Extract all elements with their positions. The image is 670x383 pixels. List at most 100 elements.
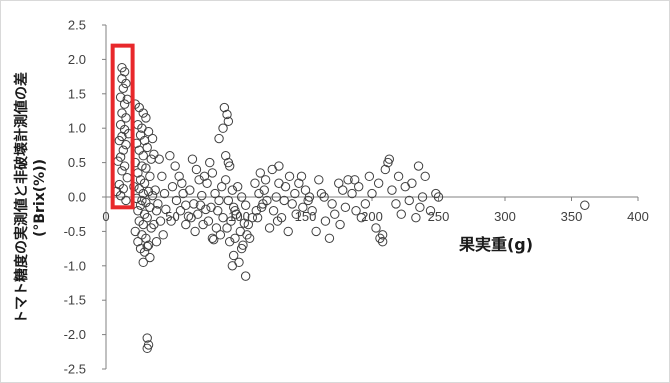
y-tick-label: -2.5 bbox=[64, 362, 86, 377]
data-point bbox=[138, 219, 148, 230]
data-point bbox=[240, 200, 251, 210]
data-point bbox=[141, 163, 151, 173]
data-point bbox=[119, 99, 130, 109]
data-point bbox=[351, 206, 361, 216]
data-point bbox=[350, 175, 360, 185]
data-point bbox=[153, 199, 163, 209]
x-axis-ticks: 0 50 100 150 200 250 300 350 400 bbox=[102, 197, 649, 224]
data-point bbox=[146, 223, 156, 233]
data-point bbox=[240, 271, 251, 281]
data-point bbox=[151, 237, 162, 247]
data-point bbox=[166, 216, 176, 226]
data-point bbox=[268, 206, 279, 216]
x-tick-label: 150 bbox=[295, 209, 317, 224]
data-point bbox=[221, 151, 231, 161]
data-point bbox=[115, 92, 126, 102]
x-axis-title: 果実重(g) bbox=[458, 235, 533, 254]
data-point bbox=[314, 175, 324, 185]
data-point bbox=[142, 333, 152, 343]
data-point bbox=[207, 168, 218, 178]
data-point bbox=[171, 195, 182, 206]
data-point bbox=[420, 171, 430, 182]
data-point bbox=[384, 154, 394, 164]
data-point bbox=[335, 219, 345, 230]
x-tick-label: 200 bbox=[361, 209, 383, 224]
data-point bbox=[210, 188, 220, 199]
data-point bbox=[177, 178, 187, 188]
data-point bbox=[194, 175, 204, 185]
data-point bbox=[340, 202, 351, 213]
data-point bbox=[143, 240, 154, 250]
data-point bbox=[260, 175, 271, 185]
data-point bbox=[158, 230, 168, 240]
data-point bbox=[142, 343, 152, 354]
data-point bbox=[296, 171, 307, 182]
data-point bbox=[170, 161, 180, 171]
data-point bbox=[228, 250, 239, 261]
y-tick-label: -2.0 bbox=[64, 327, 86, 342]
highlight-rectangle bbox=[110, 43, 135, 210]
data-point bbox=[227, 185, 238, 195]
data-point bbox=[228, 202, 239, 213]
x-tick-label: 350 bbox=[561, 209, 583, 224]
data-point bbox=[139, 178, 150, 188]
data-point bbox=[119, 161, 130, 171]
data-point bbox=[256, 202, 267, 213]
data-point bbox=[271, 192, 281, 202]
data-point bbox=[165, 151, 175, 161]
data-point bbox=[223, 157, 234, 168]
data-point bbox=[151, 206, 162, 216]
data-point bbox=[227, 261, 238, 271]
x-tick-label: 400 bbox=[627, 209, 649, 224]
data-point bbox=[185, 185, 195, 195]
y-tick-label: -1.0 bbox=[64, 258, 86, 273]
data-point bbox=[324, 233, 335, 243]
data-point bbox=[377, 237, 388, 247]
data-point bbox=[217, 181, 227, 192]
data-point bbox=[291, 209, 301, 219]
data-point bbox=[118, 184, 128, 194]
data-point bbox=[367, 188, 377, 199]
data-point bbox=[203, 216, 214, 226]
data-point bbox=[287, 199, 297, 209]
data-point bbox=[139, 209, 150, 219]
x-tick-label: 300 bbox=[494, 209, 516, 224]
data-point bbox=[356, 212, 367, 223]
data-point bbox=[197, 190, 207, 201]
data-point bbox=[159, 188, 170, 199]
data-point bbox=[167, 181, 178, 192]
data-point bbox=[298, 202, 308, 213]
data-point bbox=[142, 142, 152, 153]
data-point bbox=[404, 195, 414, 206]
data-point bbox=[431, 188, 441, 199]
data-point bbox=[195, 200, 206, 210]
data-point bbox=[284, 171, 295, 182]
data-point bbox=[183, 211, 194, 221]
data-point bbox=[146, 154, 156, 164]
data-point bbox=[133, 237, 143, 247]
data-point bbox=[115, 190, 126, 201]
data-point bbox=[231, 209, 242, 219]
data-point bbox=[319, 192, 329, 202]
y-tick-label: 1.0 bbox=[68, 121, 86, 136]
data-point bbox=[364, 171, 375, 182]
data-point bbox=[118, 145, 128, 155]
data-point bbox=[155, 216, 166, 226]
data-point bbox=[157, 171, 167, 182]
data-point bbox=[230, 233, 240, 243]
data-point bbox=[121, 140, 131, 150]
data-point bbox=[147, 133, 158, 144]
data-point bbox=[121, 78, 131, 89]
data-point bbox=[274, 161, 284, 171]
data-point bbox=[138, 188, 148, 199]
data-point bbox=[360, 199, 371, 209]
data-point bbox=[304, 192, 315, 202]
data-point bbox=[214, 133, 224, 144]
y-tick-label: -1.5 bbox=[64, 293, 86, 308]
data-point bbox=[207, 233, 218, 243]
data-point bbox=[145, 171, 155, 182]
data-point bbox=[415, 202, 425, 213]
data-point bbox=[221, 175, 231, 185]
data-point bbox=[244, 233, 255, 243]
